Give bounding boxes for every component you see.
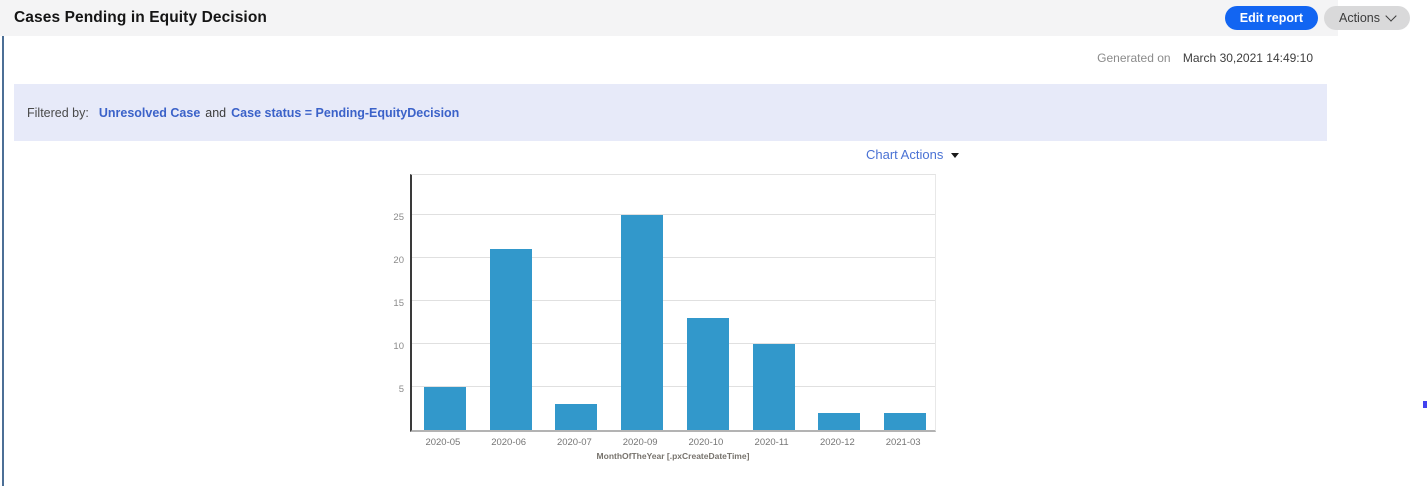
bar-2020-12[interactable] bbox=[818, 412, 861, 430]
x-tick-label-2020-12: 2020-12 bbox=[819, 437, 855, 448]
bar-2020-10[interactable] bbox=[686, 318, 729, 430]
header-button-group: Edit report Actions bbox=[1224, 6, 1410, 30]
x-tick-label-2020-10: 2020-10 bbox=[688, 437, 724, 448]
bar-2020-05[interactable] bbox=[423, 387, 466, 430]
chart-actions-label: Chart Actions bbox=[866, 147, 944, 162]
right-edge-artifact bbox=[1423, 401, 1427, 408]
gridline-y-10 bbox=[412, 343, 935, 344]
chart-plot-area bbox=[410, 174, 936, 432]
page-title: Cases Pending in Equity Decision bbox=[14, 9, 267, 26]
actions-button[interactable]: Actions bbox=[1324, 6, 1410, 30]
bar-2020-11[interactable] bbox=[752, 344, 795, 430]
y-tick-label-15: 15 bbox=[393, 298, 404, 309]
generated-on-label: Generated on bbox=[1097, 51, 1171, 65]
x-axis-title: MonthOfTheYear [.pxCreateDateTime] bbox=[596, 451, 750, 461]
actions-button-label: Actions bbox=[1339, 11, 1380, 25]
gridline-y-20 bbox=[412, 257, 935, 258]
generated-on-timestamp: March 30,2021 14:49:10 bbox=[1182, 51, 1313, 65]
gridline-y-5 bbox=[412, 386, 935, 387]
filter-conjunction: and bbox=[205, 105, 227, 120]
x-tick-label-2020-09: 2020-09 bbox=[622, 437, 658, 448]
bar-2020-09[interactable] bbox=[621, 215, 664, 430]
chart-actions-menu[interactable]: Chart Actions bbox=[866, 147, 960, 162]
gridline-y-25 bbox=[412, 214, 935, 215]
bar-2020-07[interactable] bbox=[555, 404, 598, 430]
filtered-by-label: Filtered by: bbox=[27, 105, 89, 120]
x-tick-label-2021-03: 2021-03 bbox=[885, 437, 921, 448]
generated-on-line: Generated on March 30,2021 14:49:10 bbox=[1097, 51, 1313, 65]
x-tick-label-2020-07: 2020-07 bbox=[556, 437, 592, 448]
caret-down-icon bbox=[951, 153, 960, 158]
left-accent-stripe bbox=[2, 36, 4, 486]
filter-bar: Filtered by: Unresolved Case and Case st… bbox=[14, 84, 1327, 141]
filter-link-case-status[interactable]: Case status = Pending-EquityDecision bbox=[231, 105, 460, 120]
bar-2021-03[interactable] bbox=[884, 412, 927, 430]
x-tick-label-2020-11: 2020-11 bbox=[754, 437, 789, 448]
y-tick-label-10: 10 bbox=[393, 341, 404, 352]
y-tick-label-25: 25 bbox=[393, 212, 404, 223]
gridline-y-15 bbox=[412, 300, 935, 301]
filter-link-unresolved-case[interactable]: Unresolved Case bbox=[98, 105, 201, 120]
y-tick-label-5: 5 bbox=[398, 384, 404, 395]
report-header-bar: Cases Pending in Equity Decision bbox=[0, 0, 1338, 36]
x-tick-label-2020-06: 2020-06 bbox=[491, 437, 527, 448]
bar-2020-06[interactable] bbox=[489, 249, 532, 430]
x-tick-label-2020-05: 2020-05 bbox=[425, 437, 461, 448]
edit-report-button[interactable]: Edit report bbox=[1224, 6, 1318, 30]
chevron-down-icon bbox=[1385, 10, 1397, 22]
y-tick-label-20: 20 bbox=[393, 255, 404, 266]
